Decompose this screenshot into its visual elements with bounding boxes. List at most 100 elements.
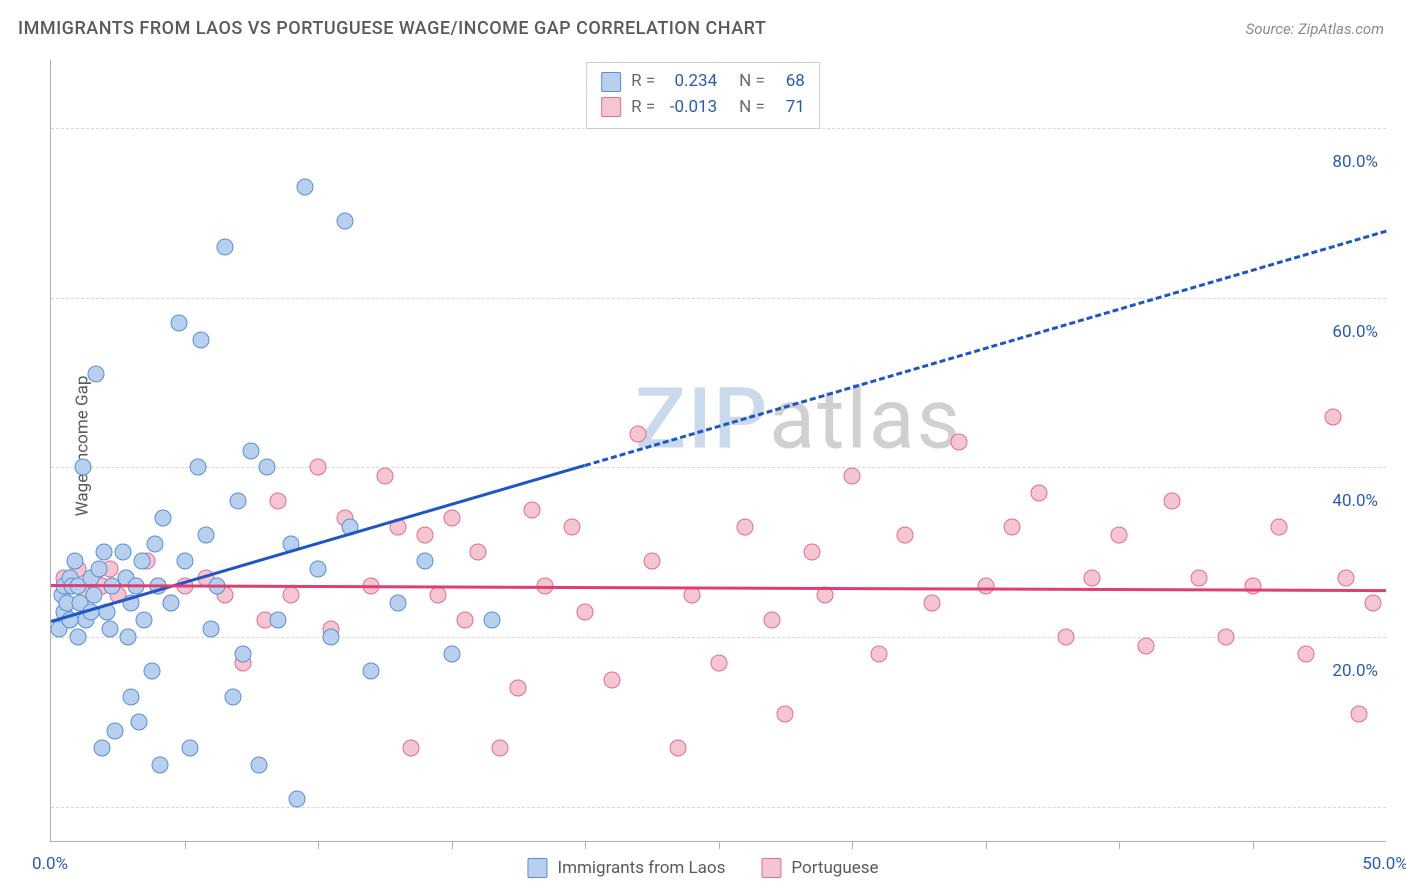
gridline [51, 298, 1386, 299]
scatter-point-laos [310, 561, 327, 578]
scatter-point-laos [259, 459, 276, 476]
trend-line [51, 584, 1386, 592]
scatter-point-laos [155, 510, 172, 527]
n-label: N = [739, 69, 765, 95]
scatter-point-laos [243, 442, 260, 459]
scatter-point-laos [288, 790, 305, 807]
scatter-point-portuguese [1030, 484, 1047, 501]
legend-label: Immigrants from Laos [557, 858, 725, 878]
gridline [51, 637, 1386, 638]
source-attribution: Source: ZipAtlas.com [1246, 20, 1384, 38]
legend-swatch [527, 858, 547, 878]
scatter-point-laos [152, 756, 169, 773]
scatter-point-portuguese [310, 459, 327, 476]
scatter-point-laos [123, 688, 140, 705]
scatter-point-portuguese [1111, 527, 1128, 544]
scatter-point-laos [189, 459, 206, 476]
scatter-point-laos [323, 629, 340, 646]
scatter-point-laos [120, 629, 137, 646]
scatter-point-laos [251, 756, 268, 773]
r-value: -0.013 [665, 95, 717, 121]
scatter-point-laos [216, 238, 233, 255]
scatter-point-portuguese [376, 467, 393, 484]
scatter-point-portuguese [470, 544, 487, 561]
x-minor-tick [318, 841, 319, 849]
x-minor-tick [986, 841, 987, 849]
y-tick-label: 60.0% [1332, 322, 1378, 342]
x-minor-tick [1119, 841, 1120, 849]
gridline [51, 807, 1386, 808]
scatter-point-portuguese [1364, 595, 1381, 612]
scatter-point-portuguese [577, 603, 594, 620]
watermark-part1: ZIP [635, 370, 769, 469]
scatter-point-portuguese [870, 646, 887, 663]
scatter-point-portuguese [443, 510, 460, 527]
scatter-point-portuguese [777, 705, 794, 722]
scatter-point-portuguese [269, 493, 286, 510]
x-minor-tick [1253, 841, 1254, 849]
scatter-point-laos [101, 620, 118, 637]
scatter-point-laos [416, 552, 433, 569]
scatter-point-portuguese [844, 467, 861, 484]
scatter-point-laos [163, 595, 180, 612]
x-minor-tick [852, 841, 853, 849]
scatter-point-laos [133, 552, 150, 569]
scatter-point-portuguese [603, 671, 620, 688]
scatter-point-portuguese [950, 434, 967, 451]
legend-item: Immigrants from Laos [527, 858, 725, 878]
scatter-point-laos [224, 688, 241, 705]
scatter-point-laos [336, 213, 353, 230]
scatter-point-portuguese [1244, 578, 1261, 595]
trend-line [585, 230, 1387, 467]
scatter-point-portuguese [1191, 569, 1208, 586]
scatter-point-portuguese [977, 578, 994, 595]
scatter-point-portuguese [1351, 705, 1368, 722]
scatter-point-portuguese [1217, 629, 1234, 646]
x-minor-tick [452, 841, 453, 849]
scatter-point-portuguese [643, 552, 660, 569]
scatter-point-laos [115, 544, 132, 561]
scatter-point-portuguese [1324, 408, 1341, 425]
series-legend: Immigrants from Laos Portuguese [527, 858, 878, 878]
scatter-point-laos [88, 366, 105, 383]
legend-swatch [761, 858, 781, 878]
scatter-point-portuguese [563, 518, 580, 535]
trend-line [51, 464, 586, 623]
scatter-point-laos [69, 629, 86, 646]
n-label: N = [739, 95, 765, 121]
scatter-point-portuguese [491, 739, 508, 756]
scatter-point-portuguese [897, 527, 914, 544]
y-tick-label: 20.0% [1332, 661, 1378, 681]
gridline [51, 467, 1386, 468]
scatter-point-laos [443, 646, 460, 663]
scatter-point-portuguese [737, 518, 754, 535]
scatter-point-laos [85, 586, 102, 603]
r-label: R = [631, 69, 655, 95]
scatter-point-portuguese [1337, 569, 1354, 586]
scatter-point-portuguese [1057, 629, 1074, 646]
legend-swatch [601, 97, 621, 117]
scatter-point-portuguese [763, 612, 780, 629]
correlation-legend-box: R =0.234N =68R =-0.013N =71 [586, 62, 820, 129]
scatter-point-laos [131, 714, 148, 731]
scatter-point-laos [107, 722, 124, 739]
plot-area: ZIPatlas [50, 60, 1386, 842]
watermark: ZIPatlas [635, 370, 962, 469]
n-value: 68 [775, 69, 805, 95]
scatter-point-laos [197, 527, 214, 544]
scatter-point-portuguese [283, 586, 300, 603]
scatter-point-laos [181, 739, 198, 756]
scatter-point-laos [147, 535, 164, 552]
scatter-point-portuguese [403, 739, 420, 756]
scatter-point-portuguese [1297, 646, 1314, 663]
x-minor-tick [185, 841, 186, 849]
scatter-point-laos [91, 561, 108, 578]
scatter-point-laos [203, 620, 220, 637]
scatter-point-portuguese [1271, 518, 1288, 535]
y-tick-label: 40.0% [1332, 491, 1378, 511]
r-label: R = [631, 95, 655, 121]
x-tick-label: 50.0% [1362, 854, 1406, 874]
scatter-point-portuguese [456, 612, 473, 629]
scatter-point-laos [229, 493, 246, 510]
legend-label: Portuguese [791, 858, 878, 878]
